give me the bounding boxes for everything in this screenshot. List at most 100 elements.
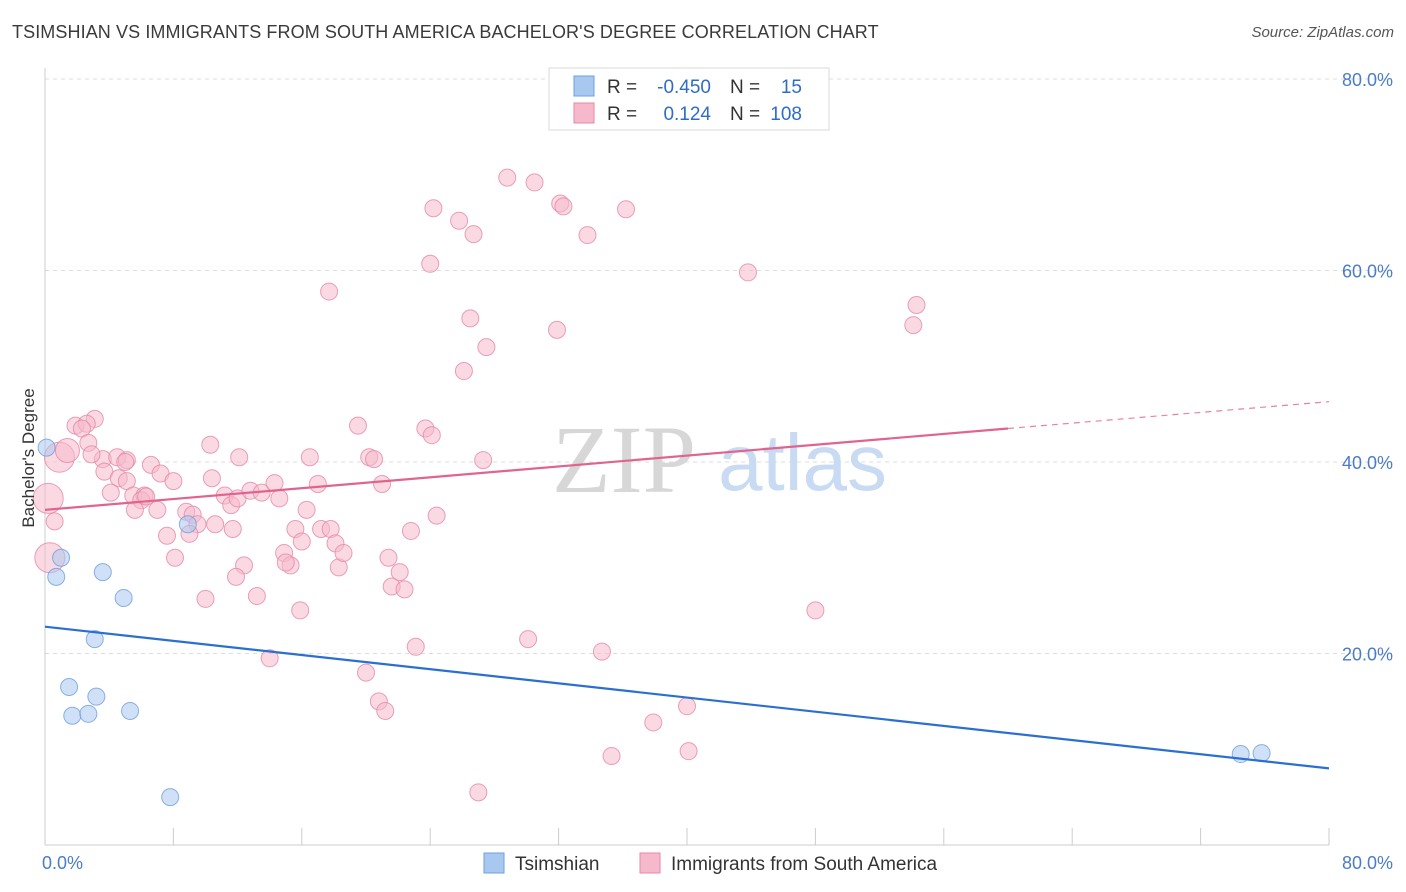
immigrants-point-101 bbox=[806, 601, 825, 620]
y-axis-label: Bachelor's Degree bbox=[19, 388, 38, 527]
watermark-zip: ZIP bbox=[552, 406, 696, 513]
immigrants-point-61 bbox=[320, 282, 339, 301]
immigrants-point-78 bbox=[424, 199, 443, 218]
immigrants-point-18 bbox=[164, 472, 183, 491]
immigrants-point-70 bbox=[357, 663, 375, 682]
y-tick-label-0: 20.0% bbox=[1342, 645, 1393, 665]
legend-box bbox=[548, 67, 830, 131]
legend-r-label-1: R = bbox=[607, 77, 637, 98]
tsimshian-point-0 bbox=[37, 438, 56, 457]
tsimshian-point-2 bbox=[47, 567, 66, 586]
x-tick-label-0: 0.0% bbox=[42, 853, 83, 873]
immigrants-trend-line bbox=[44, 427, 1009, 511]
y-tick-label-3: 80.0% bbox=[1342, 70, 1393, 90]
immigrants-point-95 bbox=[602, 746, 621, 765]
immigrants-point-104 bbox=[45, 512, 64, 531]
tsimshian-point-3 bbox=[93, 563, 112, 582]
immigrants-point-102 bbox=[904, 316, 923, 335]
immigrants-point-81 bbox=[464, 225, 483, 244]
immigrants-point-103 bbox=[907, 295, 926, 314]
immigrants-point-82 bbox=[461, 309, 480, 328]
legend-r-value-2: 0.124 bbox=[663, 104, 711, 125]
immigrants-point-96 bbox=[617, 200, 636, 219]
immigrants-point-105 bbox=[116, 453, 135, 471]
immigrants-point-88 bbox=[519, 630, 538, 649]
legend-r-value-1: -0.450 bbox=[657, 77, 711, 98]
immigrants-point-77 bbox=[406, 637, 425, 656]
immigrants-point-100 bbox=[738, 263, 757, 282]
immigrants-point-74 bbox=[422, 426, 441, 445]
watermark: ZIP atlas bbox=[552, 406, 887, 513]
legend-n-label-2: N = bbox=[730, 104, 760, 125]
x-tick-label-1: 80.0% bbox=[1342, 853, 1393, 873]
immigrants-point-28 bbox=[157, 526, 176, 545]
immigrants-point-52 bbox=[308, 475, 327, 494]
bottom-legend-label-immigrants: Immigrants from South America bbox=[671, 854, 938, 875]
trend-lines bbox=[44, 401, 1330, 770]
immigrants-point-45 bbox=[270, 489, 289, 508]
immigrants-point-51 bbox=[297, 500, 316, 519]
immigrants-point-50 bbox=[292, 532, 311, 551]
immigrants-point-30 bbox=[201, 435, 220, 454]
tsimshian-point-7 bbox=[87, 687, 106, 706]
tsimshian-point-4 bbox=[114, 588, 133, 607]
tsimshian-point-12 bbox=[161, 788, 180, 807]
immigrants-point-92 bbox=[578, 226, 597, 245]
legend-n-value-1: 15 bbox=[781, 77, 802, 98]
immigrants-point-80 bbox=[450, 211, 469, 230]
immigrants-point-19 bbox=[101, 483, 120, 502]
y-tick-label-2: 60.0% bbox=[1342, 262, 1393, 282]
immigrants-point-60 bbox=[260, 649, 279, 668]
tsimshian-trend-line bbox=[44, 625, 1330, 770]
tsimshian-point-1 bbox=[52, 548, 71, 567]
tsimshian-point-14 bbox=[1252, 744, 1271, 763]
immigrants-point-91 bbox=[554, 197, 573, 216]
legend-swatch-pink bbox=[573, 102, 595, 124]
immigrants-point-97 bbox=[644, 713, 663, 732]
watermark-atlas: atlas bbox=[718, 418, 887, 507]
immigrants-point-35 bbox=[206, 515, 225, 534]
bottom-legend-label-tsimshian: Tsimshian bbox=[515, 854, 599, 875]
immigrants-point-87 bbox=[525, 173, 544, 192]
immigrants-point-76 bbox=[427, 506, 446, 525]
immigrants-point-93 bbox=[547, 320, 566, 339]
immigrants-point-37 bbox=[230, 448, 249, 467]
legend-n-label-1: N = bbox=[730, 77, 760, 98]
immigrants-point-75 bbox=[401, 521, 420, 540]
immigrants-point-86 bbox=[498, 168, 517, 187]
immigrants-point-99 bbox=[679, 742, 698, 761]
immigrants-point-85 bbox=[474, 451, 493, 470]
tsimshian-point-11 bbox=[178, 515, 197, 534]
immigrants-point-58 bbox=[300, 448, 319, 467]
tsimshian-point-6 bbox=[60, 678, 79, 697]
bottom-legend-swatch-pink bbox=[639, 852, 661, 874]
immigrants-point-2 bbox=[54, 438, 80, 464]
immigrants-point-64 bbox=[365, 450, 384, 469]
immigrants-point-24 bbox=[148, 500, 167, 519]
immigrants-point-29 bbox=[166, 548, 185, 567]
immigrants-point-89 bbox=[469, 783, 488, 802]
immigrants-point-69 bbox=[395, 580, 414, 599]
legend-n-value-2: 108 bbox=[770, 104, 802, 125]
immigrants-point-83 bbox=[477, 338, 496, 357]
immigrants-point-94 bbox=[592, 642, 611, 661]
tsimshian-point-10 bbox=[121, 701, 140, 720]
legend: R = -0.450 N = 15 R = 0.124 N = 108 bbox=[548, 67, 830, 131]
tsimshian-point-5 bbox=[85, 630, 104, 649]
immigrants-point-57 bbox=[334, 543, 353, 562]
immigrants-point-41 bbox=[226, 567, 245, 586]
bottom-legend: Tsimshian Immigrants from South America bbox=[483, 852, 938, 875]
immigrants-point-98 bbox=[678, 697, 696, 716]
immigrants-trend-line-extension bbox=[1007, 401, 1330, 430]
immigrants-point-0 bbox=[32, 482, 64, 514]
immigrants-point-43 bbox=[247, 587, 266, 606]
immigrants-point-65 bbox=[373, 475, 392, 494]
immigrants-point-36 bbox=[223, 520, 242, 539]
y-tick-label-1: 40.0% bbox=[1342, 453, 1393, 473]
y-tick-labels: 20.0% 40.0% 60.0% 80.0% bbox=[1342, 70, 1393, 665]
immigrants-point-79 bbox=[421, 254, 440, 273]
immigrants-point-66 bbox=[379, 548, 398, 567]
chart-title: TSIMSHIAN VS IMMIGRANTS FROM SOUTH AMERI… bbox=[12, 22, 879, 42]
immigrants-point-59 bbox=[291, 601, 310, 620]
